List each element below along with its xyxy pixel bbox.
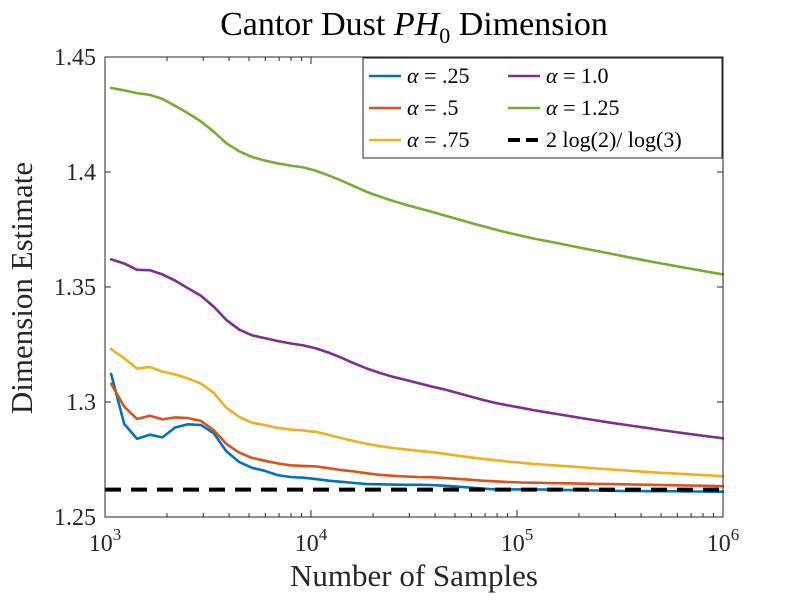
legend-label: α = 1.25: [546, 95, 619, 120]
x-tick-label: 106: [707, 525, 740, 557]
series-line-3: [109, 347, 725, 478]
legend: α = .25 α = 1.0 α = .5 α = 1.25 α = .75 2 log…: [362, 57, 723, 159]
y-tick-label: 1.35: [54, 275, 96, 301]
x-axis-label: Number of Samples: [290, 558, 538, 593]
legend-label: α = 1.0: [546, 63, 608, 88]
series-layer: [105, 86, 725, 494]
series-line-1: [109, 372, 725, 494]
legend-label: 2 log(2)/ log(3): [546, 127, 682, 152]
tick-labels: 1.25 1.3 1.35 1.4 1.45 103 104 105 106: [54, 45, 739, 557]
plot-frame: [104, 56, 724, 518]
series-line-2: [109, 382, 725, 488]
chart-title: Cantor Dust PH0 Dimension: [220, 6, 608, 48]
series-line-4: [109, 258, 725, 440]
y-tick-label: 1.45: [54, 45, 96, 71]
x-tick-label: 105: [501, 525, 534, 557]
x-tick-label: 103: [89, 525, 122, 557]
legend-label: α = .5: [407, 95, 458, 120]
legend-box: [362, 57, 723, 159]
y-axis-label: Dimension Estimate: [4, 162, 39, 414]
legend-label: α = .25: [407, 63, 469, 88]
y-tick-label: 1.3: [66, 390, 96, 416]
y-tick-label: 1.4: [66, 160, 96, 186]
y-tick-label: 1.25: [54, 505, 96, 531]
series-line-5: [109, 86, 725, 276]
legend-label: α = .75: [407, 127, 469, 152]
x-tick-label: 104: [295, 525, 328, 557]
